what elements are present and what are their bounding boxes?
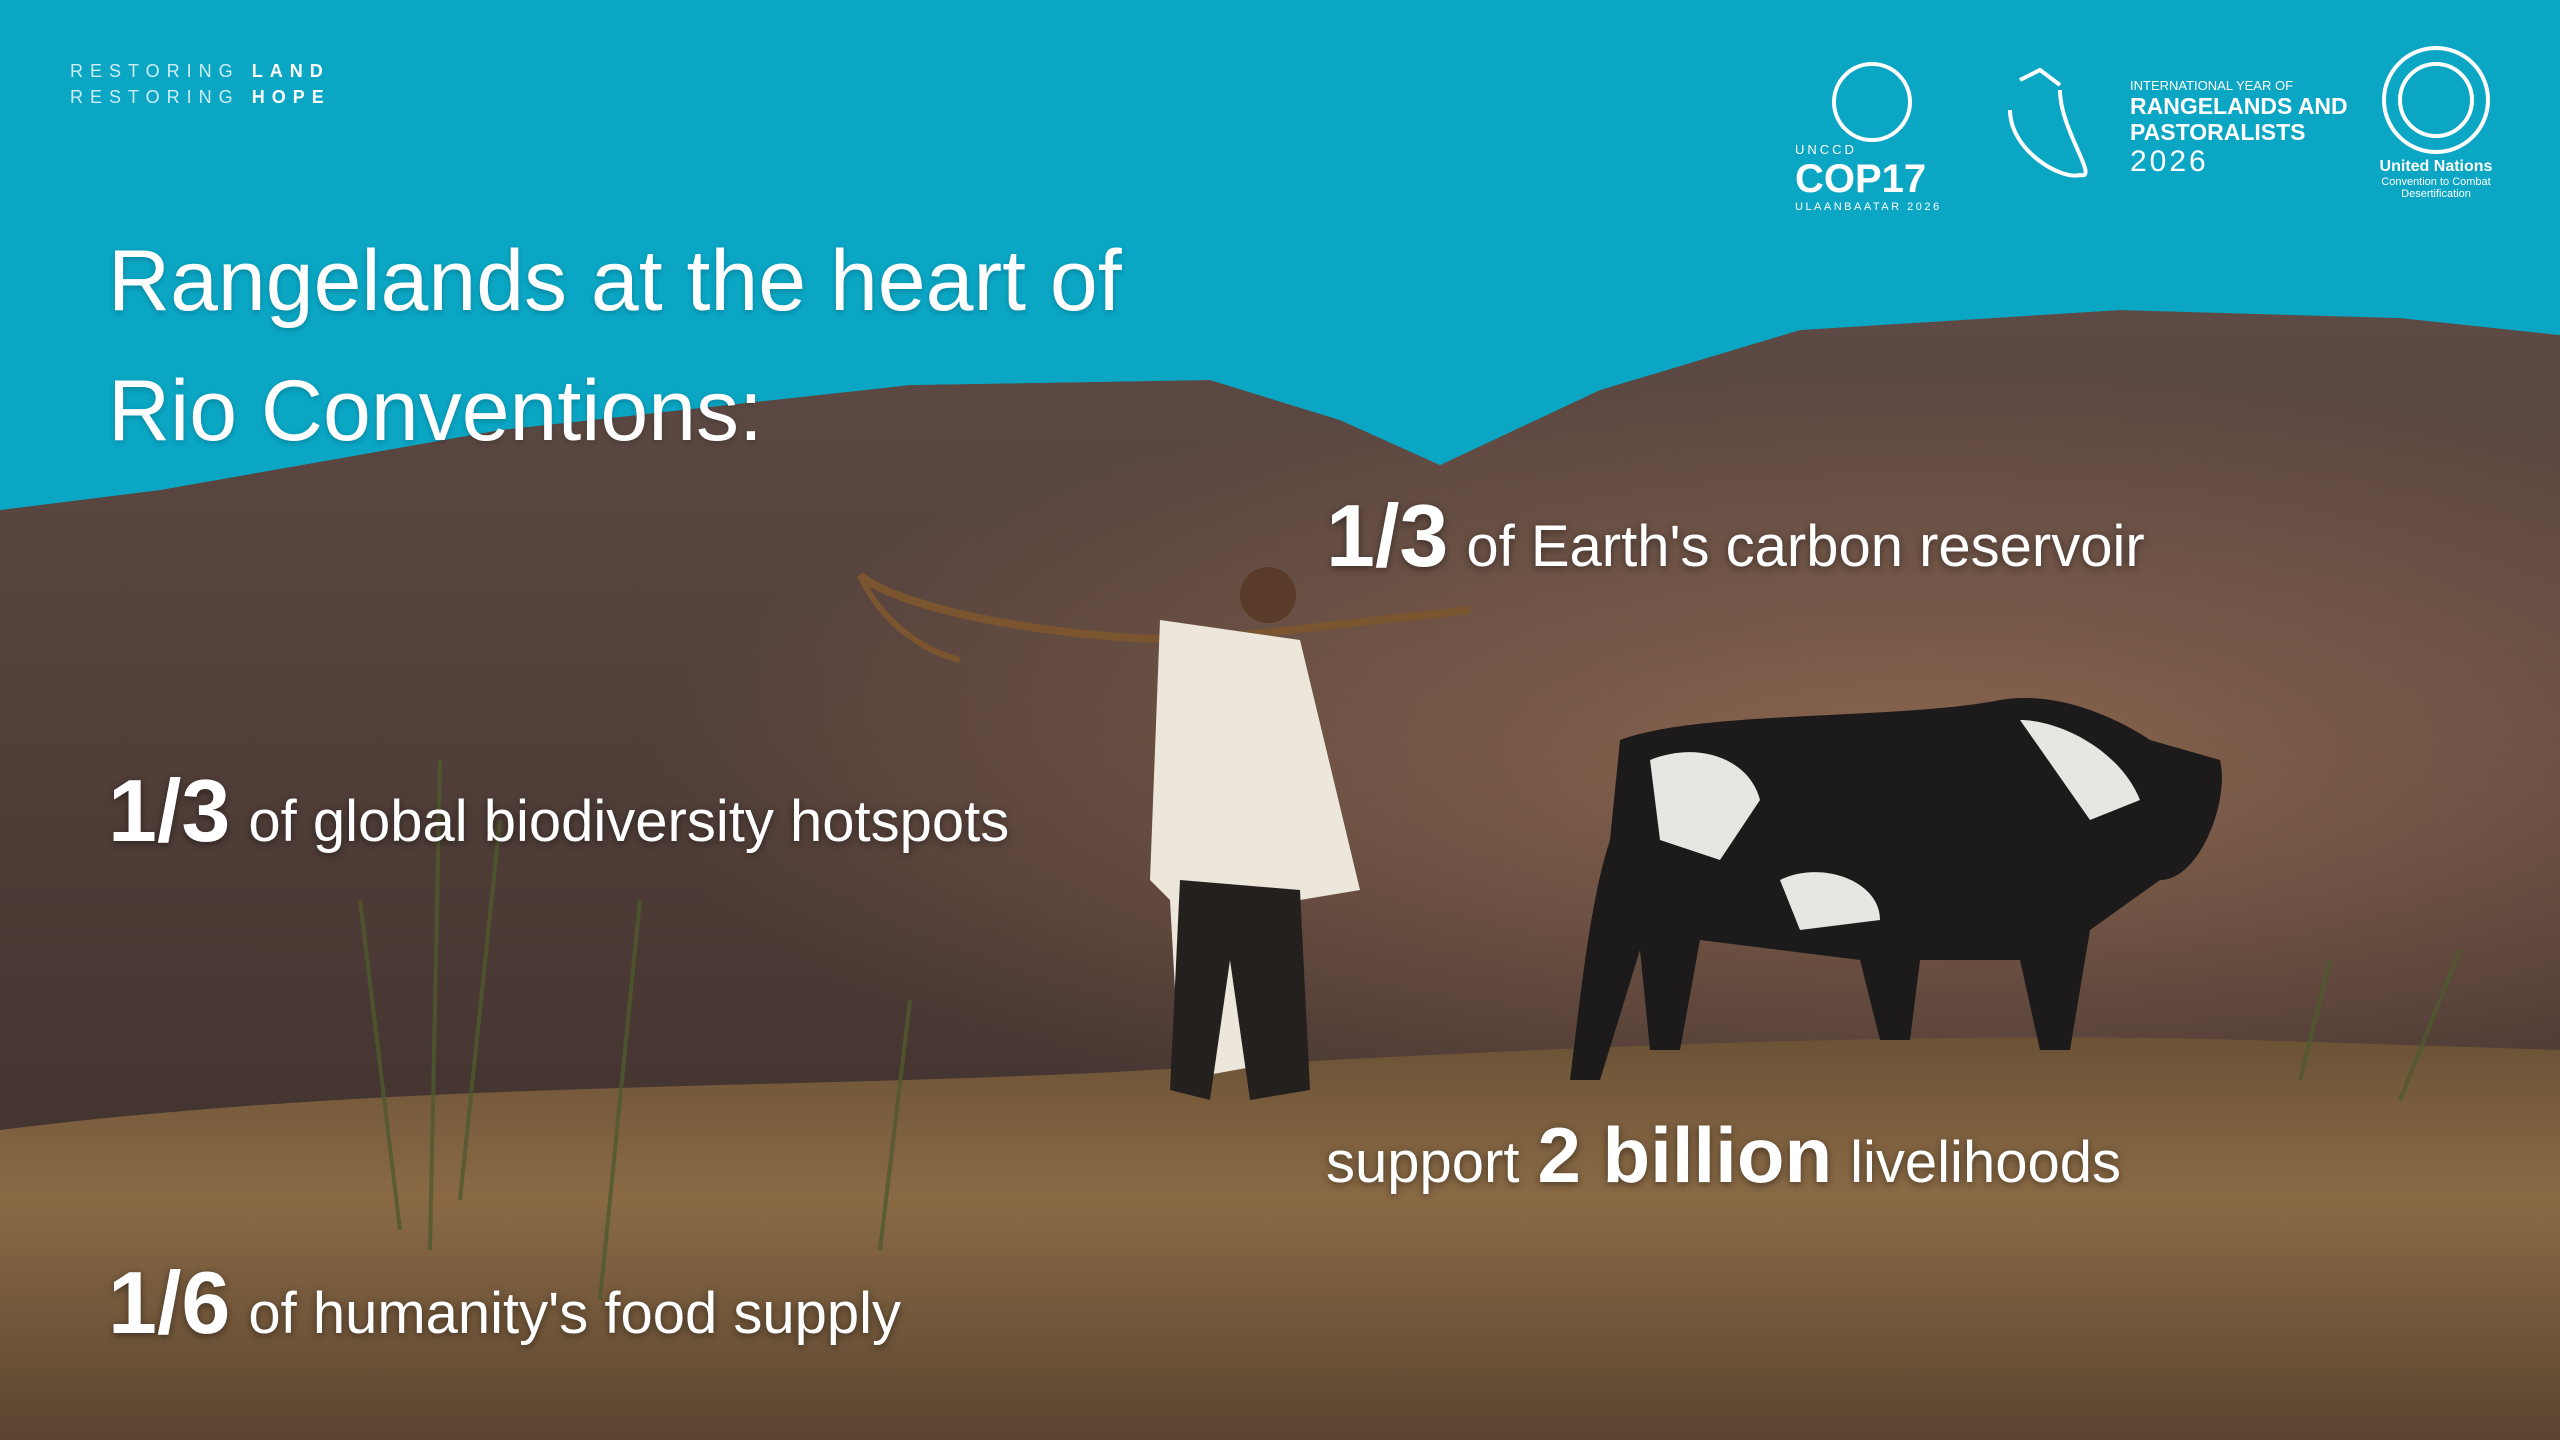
stat: 1/3 of global biodiversity hotspots [108, 760, 1009, 862]
stat-text: livelihoods [1850, 1129, 2121, 1196]
cop-name: COP17 [1795, 157, 1942, 201]
stat-text: of Earth's carbon reservoir [1466, 513, 2144, 580]
tagline-prefix: RESTORING [70, 87, 240, 107]
tagline-prefix: RESTORING [70, 61, 240, 81]
un-name: United Nations [2366, 158, 2506, 176]
stat-prefix: support [1326, 1129, 1519, 1196]
tagline-emphasis: HOPE [252, 87, 331, 107]
year-line: INTERNATIONAL YEAR OF [2130, 78, 2348, 93]
tagline-emphasis: LAND [252, 61, 330, 81]
stat-figure: 1/3 [108, 760, 230, 862]
slide: RESTORING LAND RESTORING HOPE UNCCD COP1… [0, 0, 2560, 1440]
un-sub: Desertification [2366, 188, 2506, 200]
year-line: RANGELANDS AND [2130, 93, 2348, 119]
cop-org: UNCCD [1795, 142, 1942, 157]
cop-logo: UNCCD COP17 ULAANBAATAR 2026 [1795, 142, 1942, 213]
stat: support 2 billion livelihoods [1326, 1110, 2121, 1201]
stat-figure: 2 billion [1537, 1110, 1832, 1201]
stat-text: of humanity's food supply [248, 1280, 901, 1347]
un-logo: United Nations Convention to Combat Dese… [2366, 158, 2506, 200]
year-number: 2026 [2130, 145, 2348, 179]
stat-figure: 1/6 [108, 1252, 230, 1354]
stat-text: of global biodiversity hotspots [248, 788, 1009, 855]
title-line: Rio Conventions: [108, 346, 1122, 476]
year-line: PASTORALISTS [2130, 119, 2348, 145]
year-logo: INTERNATIONAL YEAR OF RANGELANDS AND PAS… [2130, 78, 2348, 179]
title-line: Rangelands at the heart of [108, 216, 1122, 346]
stat-figure: 1/3 [1326, 485, 1448, 587]
cop-place: ULAANBAATAR 2026 [1795, 201, 1942, 213]
stat: 1/6 of humanity's food supply [108, 1252, 901, 1354]
tagline: RESTORING LAND RESTORING HOPE [70, 58, 331, 110]
un-sub: Convention to Combat [2366, 176, 2506, 188]
title: Rangelands at the heart of Rio Conventio… [108, 216, 1122, 476]
stat: 1/3 of Earth's carbon reservoir [1326, 485, 2145, 587]
